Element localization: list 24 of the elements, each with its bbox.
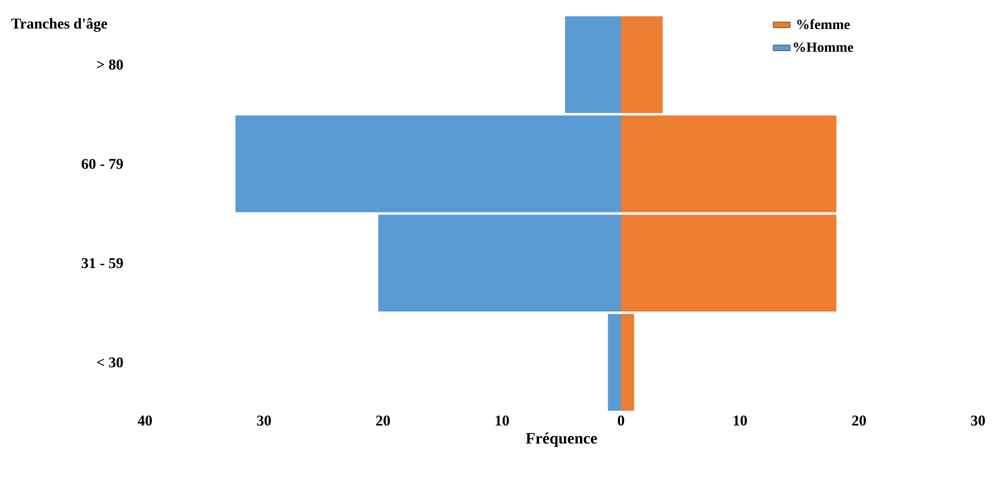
x-tick-label: 30 <box>257 416 271 426</box>
legend-label: %femme <box>797 19 850 30</box>
bar <box>621 16 663 113</box>
x-tick-label: 10 <box>734 416 747 426</box>
bar <box>235 116 622 212</box>
y-tick-label: > 80 <box>97 60 123 70</box>
x-tick-label: 10 <box>496 416 509 426</box>
x-tick-label: 20 <box>852 416 866 426</box>
bar <box>621 116 836 212</box>
bar <box>621 314 634 411</box>
x-tick-label: 20 <box>376 416 390 426</box>
bar <box>608 314 622 411</box>
y-tick-label: 60 - 79 <box>82 158 123 169</box>
x-tick-label: 30 <box>971 416 985 426</box>
bar <box>565 16 622 113</box>
x-tick-label: 40 <box>138 416 152 426</box>
bar <box>621 214 836 312</box>
bar <box>378 214 622 312</box>
x-tick-label: 0 <box>618 416 624 426</box>
y-tick-label: < 30 <box>97 357 123 368</box>
y-axis-title: Tranches d'âge <box>11 18 108 32</box>
legend-label: %Homme <box>794 42 854 52</box>
y-tick-label: 31 - 59 <box>82 258 123 268</box>
x-axis-title: Fréquence <box>526 432 597 447</box>
